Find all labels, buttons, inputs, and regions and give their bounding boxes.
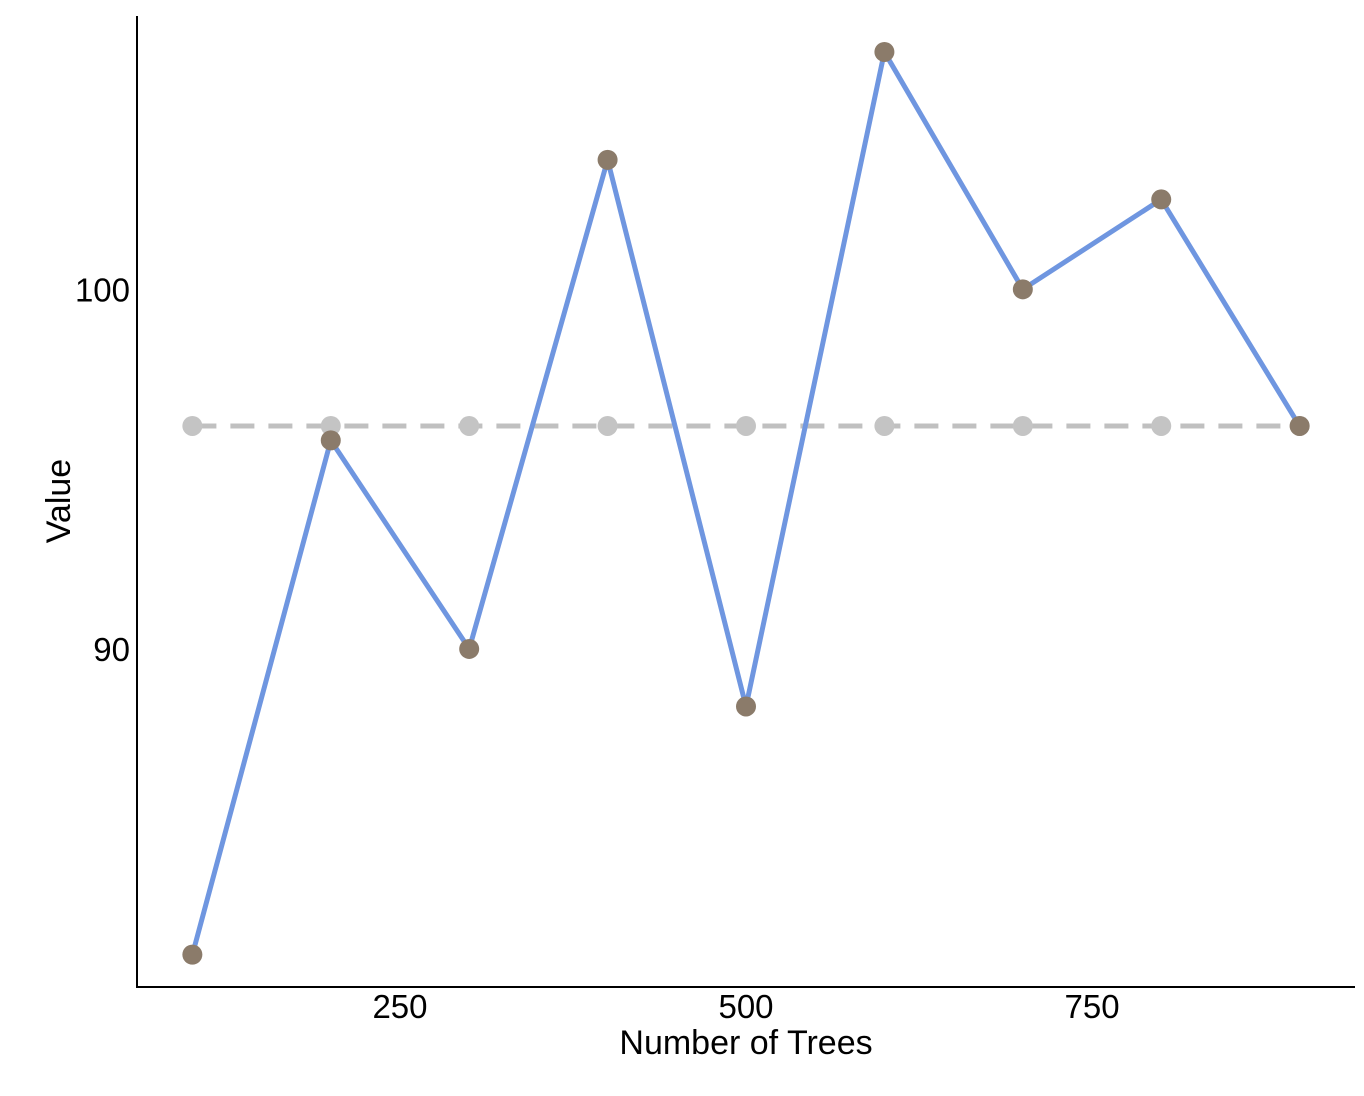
series-2-point bbox=[459, 415, 480, 436]
series-2-point bbox=[874, 415, 895, 436]
series-2 bbox=[182, 415, 1310, 436]
series-2-point bbox=[736, 415, 756, 436]
series-2-point bbox=[1012, 415, 1033, 436]
series-1-point bbox=[459, 638, 480, 659]
axes bbox=[136, 16, 1355, 988]
y-tick-label: 100 bbox=[75, 271, 130, 308]
x-tick-label: 250 bbox=[372, 988, 427, 1025]
y-axis-title: Value bbox=[40, 459, 78, 543]
series-1-point bbox=[320, 430, 341, 451]
series-1-point bbox=[874, 41, 895, 62]
series-2-point bbox=[597, 415, 618, 436]
series-1-point bbox=[736, 696, 756, 717]
x-tick-label: 500 bbox=[718, 988, 773, 1025]
series-1-point bbox=[1012, 279, 1033, 300]
x-axis-title: Number of Trees bbox=[619, 1024, 872, 1062]
series-layer bbox=[182, 41, 1310, 965]
series-1-point bbox=[1289, 415, 1310, 436]
series-1-point bbox=[597, 149, 618, 170]
series-2-point bbox=[320, 415, 341, 436]
tick-layer: 250 500 750 90 100 bbox=[75, 271, 1120, 1025]
series-1 bbox=[182, 41, 1310, 965]
series-1-line bbox=[189, 49, 1302, 956]
y-tick-label: 90 bbox=[93, 631, 130, 668]
x-tick-label: 750 bbox=[1064, 988, 1119, 1025]
series-1-point bbox=[1151, 189, 1172, 210]
series-1-point bbox=[182, 944, 203, 965]
series-2-point bbox=[1151, 415, 1172, 436]
series-2-point bbox=[182, 415, 203, 436]
